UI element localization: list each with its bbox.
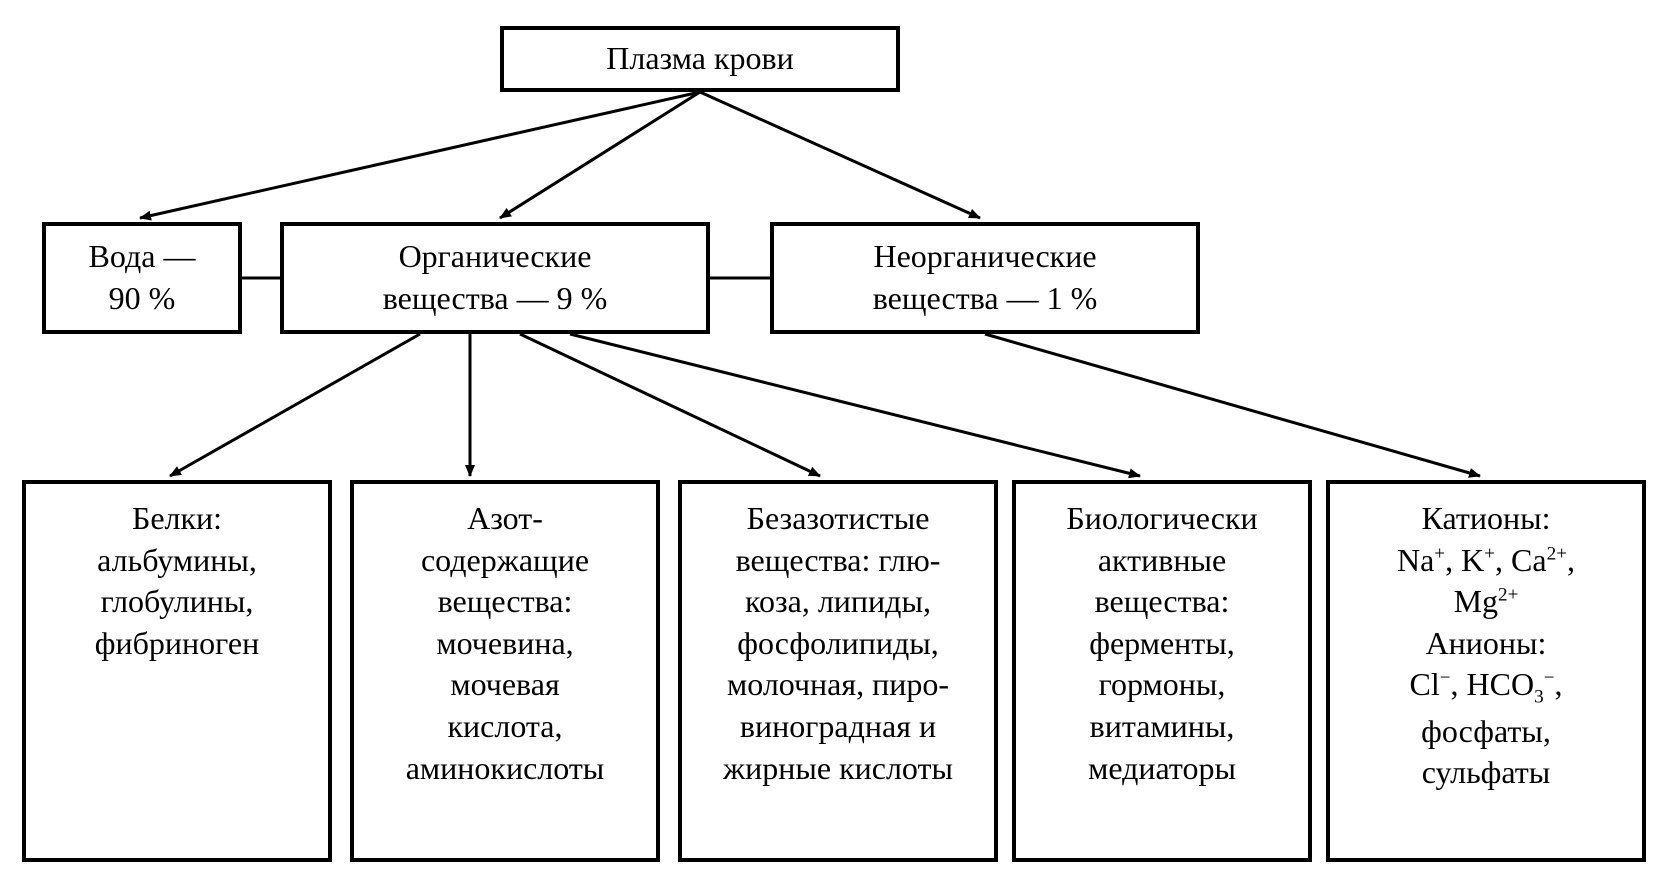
node-bioactive: Биологически активные вещества: ферменты… [1012, 480, 1312, 862]
node-organic-line2: вещества — 9 % [383, 278, 608, 320]
node-proteins: Белки: альбумины, глобулины, фибриноген [22, 480, 332, 862]
nonnitro-l0: Безазотистые [747, 498, 930, 540]
ions-l4: Cl−, HCO3−, [1409, 664, 1562, 710]
nonnitro-l3: фосфолипиды, [737, 623, 939, 665]
nitrogen-l0: Азот- [467, 498, 543, 540]
node-water-line1: Вода — [89, 236, 196, 278]
node-water-line2: 90 % [109, 278, 176, 320]
node-nonnitro: Безазотистые вещества: глю- коза, липиды… [678, 480, 998, 862]
bioactive-l3: ферменты, [1089, 623, 1235, 665]
proteins-l1: альбумины, [97, 540, 257, 582]
bioactive-l5: витамины, [1090, 706, 1235, 748]
root-label: Плазма крови [606, 38, 793, 80]
proteins-l0: Белки: [132, 498, 222, 540]
ions-l2: Mg2+ [1454, 581, 1519, 623]
node-organic: Органические вещества — 9 % [280, 222, 710, 334]
bioactive-l1: активные [1098, 540, 1226, 582]
proteins-l2: глобулины, [101, 581, 254, 623]
nitrogen-l2: вещества: [438, 581, 573, 623]
nitrogen-l5: кислота, [448, 706, 563, 748]
node-inorganic-line1: Неорганические [873, 236, 1096, 278]
nitrogen-l4: мочевая [450, 664, 559, 706]
root-node: Плазма крови [500, 26, 900, 92]
nonnitro-l6: жирные кислоты [723, 748, 953, 790]
proteins-l3: фибриноген [95, 623, 259, 665]
ions-l3: Анионы: [1426, 623, 1547, 665]
ions-l6: сульфаты [1422, 752, 1551, 794]
nitrogen-l1: содержащие [421, 540, 589, 582]
ions-l0: Катионы: [1422, 498, 1551, 540]
node-ions: Катионы: Na+, K+, Ca2+, Mg2+ Анионы: Cl−… [1326, 480, 1646, 862]
node-organic-line1: Органические [399, 236, 592, 278]
nonnitro-l5: виноградная и [740, 706, 936, 748]
node-nitrogen: Азот- содержащие вещества: мочевина, моч… [350, 480, 660, 862]
node-inorganic: Неорганические вещества — 1 % [770, 222, 1200, 334]
bioactive-l6: медиаторы [1088, 748, 1236, 790]
node-water: Вода — 90 % [42, 222, 242, 334]
nonnitro-l1: вещества: глю- [736, 540, 941, 582]
nonnitro-l4: молочная, пиро- [727, 664, 949, 706]
nitrogen-l6: аминокислоты [406, 748, 605, 790]
bioactive-l0: Биологически [1066, 498, 1257, 540]
node-inorganic-line2: вещества — 1 % [873, 278, 1098, 320]
ions-l1: Na+, K+, Ca2+, [1397, 540, 1575, 582]
nonnitro-l2: коза, липиды, [745, 581, 931, 623]
ions-l5: фосфаты, [1421, 711, 1551, 753]
bioactive-l4: гормоны, [1099, 664, 1226, 706]
nitrogen-l3: мочевина, [436, 623, 573, 665]
bioactive-l2: вещества: [1095, 581, 1230, 623]
